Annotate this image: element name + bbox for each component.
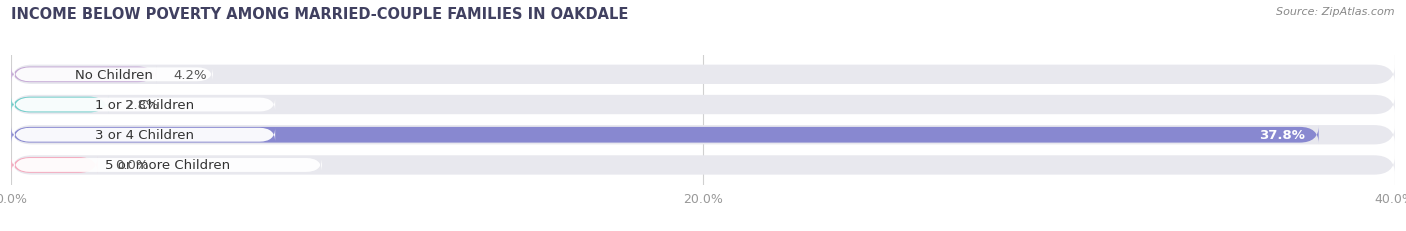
FancyBboxPatch shape [11, 157, 98, 174]
FancyBboxPatch shape [11, 125, 1395, 145]
FancyBboxPatch shape [14, 98, 276, 112]
FancyBboxPatch shape [11, 66, 156, 84]
FancyBboxPatch shape [14, 128, 276, 142]
Text: 2.8%: 2.8% [125, 99, 159, 112]
Text: 5 or more Children: 5 or more Children [105, 159, 231, 172]
Text: No Children: No Children [75, 69, 152, 82]
Text: 37.8%: 37.8% [1258, 129, 1305, 142]
Text: 3 or 4 Children: 3 or 4 Children [96, 129, 194, 142]
FancyBboxPatch shape [14, 68, 212, 82]
FancyBboxPatch shape [11, 156, 1395, 175]
FancyBboxPatch shape [11, 95, 1395, 115]
FancyBboxPatch shape [11, 96, 108, 114]
FancyBboxPatch shape [11, 65, 1395, 85]
FancyBboxPatch shape [11, 126, 1319, 144]
Text: Source: ZipAtlas.com: Source: ZipAtlas.com [1277, 7, 1395, 17]
Text: INCOME BELOW POVERTY AMONG MARRIED-COUPLE FAMILIES IN OAKDALE: INCOME BELOW POVERTY AMONG MARRIED-COUPL… [11, 7, 628, 22]
Text: 0.0%: 0.0% [115, 159, 149, 172]
FancyBboxPatch shape [14, 158, 322, 172]
Text: 1 or 2 Children: 1 or 2 Children [96, 99, 194, 112]
Text: 4.2%: 4.2% [174, 69, 208, 82]
